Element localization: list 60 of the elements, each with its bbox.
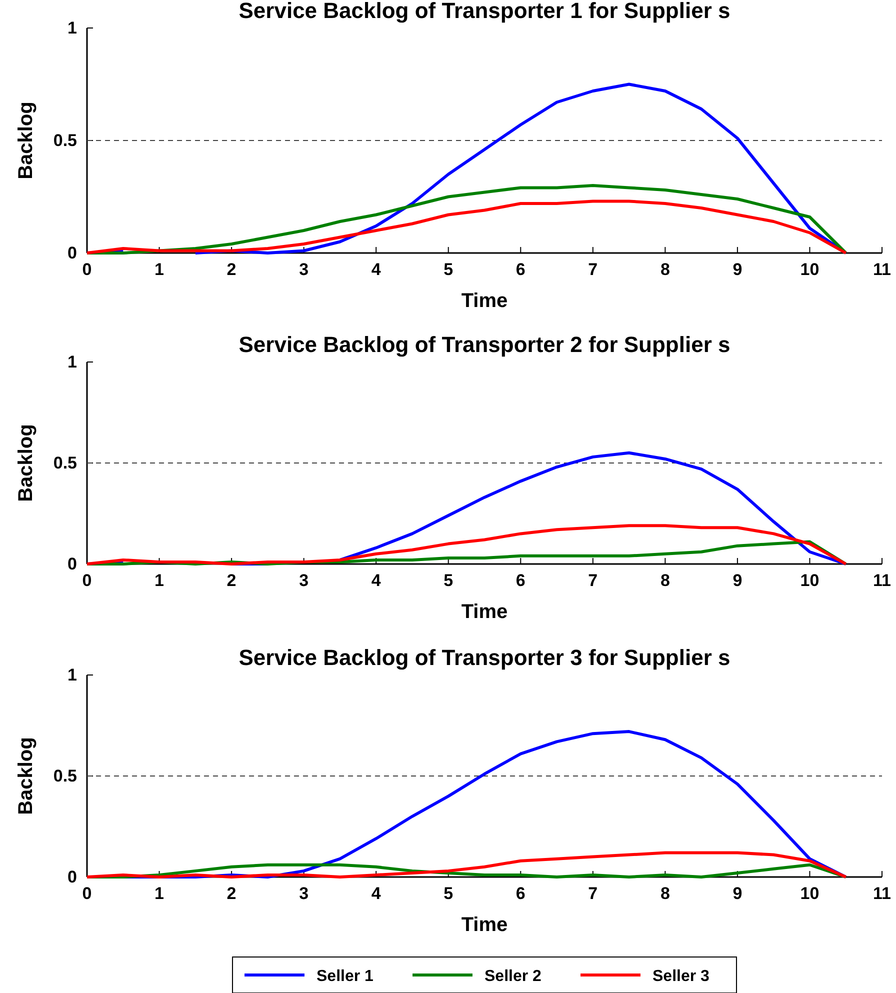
x-tick-label: 6 bbox=[516, 571, 526, 590]
x-axis-title: Time bbox=[461, 290, 508, 312]
x-tick-label: 11 bbox=[873, 884, 891, 904]
y-tick-label: 0.5 bbox=[53, 453, 77, 472]
x-tick-label: 2 bbox=[226, 884, 236, 904]
x-tick-label: 0 bbox=[82, 260, 92, 280]
legend-label: Seller 1 bbox=[316, 968, 374, 985]
x-tick-label: 8 bbox=[660, 260, 670, 280]
chart-title: Service Backlog of Transporter 2 for Supplier s bbox=[238, 332, 730, 357]
x-tick-label: 1 bbox=[154, 571, 164, 590]
y-tick-label: 0.5 bbox=[53, 130, 77, 150]
y-tick-label: 1 bbox=[68, 352, 77, 372]
x-tick-label: 4 bbox=[371, 884, 382, 904]
x-tick-label: 4 bbox=[371, 571, 382, 590]
x-tick-label: 0 bbox=[82, 571, 92, 590]
x-tick-label: 7 bbox=[588, 884, 598, 904]
y-tick-label: 1 bbox=[68, 18, 77, 38]
x-tick-label: 6 bbox=[516, 260, 526, 280]
x-tick-label: 1 bbox=[154, 260, 164, 280]
x-axis-title: Time bbox=[461, 601, 508, 623]
y-tick-label: 0.5 bbox=[53, 766, 77, 786]
x-tick-label: 5 bbox=[444, 260, 454, 280]
x-tick-label: 11 bbox=[873, 260, 891, 280]
y-tick-label: 0 bbox=[68, 243, 77, 262]
x-tick-label: 1 bbox=[154, 884, 164, 904]
y-axis-title: Backlog bbox=[15, 424, 37, 502]
x-tick-label: 6 bbox=[516, 884, 526, 904]
x-tick-label: 4 bbox=[371, 260, 382, 280]
x-axis-title: Time bbox=[461, 914, 508, 936]
legend-label: Seller 2 bbox=[484, 968, 542, 985]
x-tick-label: 5 bbox=[444, 571, 454, 590]
x-tick-label: 8 bbox=[660, 571, 670, 590]
x-tick-label: 10 bbox=[800, 260, 820, 280]
x-tick-label: 2 bbox=[226, 571, 236, 590]
y-tick-label: 1 bbox=[68, 665, 77, 684]
x-tick-label: 3 bbox=[299, 571, 309, 590]
x-tick-label: 9 bbox=[732, 260, 742, 280]
x-tick-label: 0 bbox=[82, 884, 92, 904]
y-tick-label: 0 bbox=[68, 554, 77, 574]
x-tick-label: 10 bbox=[800, 884, 820, 904]
y-tick-label: 0 bbox=[68, 867, 77, 886]
x-tick-label: 8 bbox=[660, 884, 670, 904]
line-series bbox=[86, 200, 848, 254]
x-tick-label: 5 bbox=[444, 884, 454, 904]
x-tick-label: 9 bbox=[732, 884, 742, 904]
x-tick-label: 7 bbox=[588, 260, 598, 280]
x-tick-label: 3 bbox=[299, 260, 309, 280]
line-series bbox=[86, 851, 848, 878]
x-tick-label: 10 bbox=[800, 571, 820, 590]
legend-label: Seller 3 bbox=[652, 968, 710, 985]
chart-title: Service Backlog of Transporter 3 for Supplier s bbox=[238, 645, 730, 670]
x-tick-label: 11 bbox=[873, 571, 891, 590]
chart-title: Service Backlog of Transporter 1 for Supplier s bbox=[238, 0, 730, 23]
y-axis-title: Backlog bbox=[15, 737, 37, 815]
x-tick-label: 2 bbox=[226, 260, 236, 280]
y-axis-title: Backlog bbox=[15, 102, 37, 180]
x-tick-label: 7 bbox=[588, 571, 598, 590]
x-tick-label: 9 bbox=[732, 571, 742, 590]
line-series bbox=[86, 524, 848, 566]
x-tick-label: 3 bbox=[299, 884, 309, 904]
